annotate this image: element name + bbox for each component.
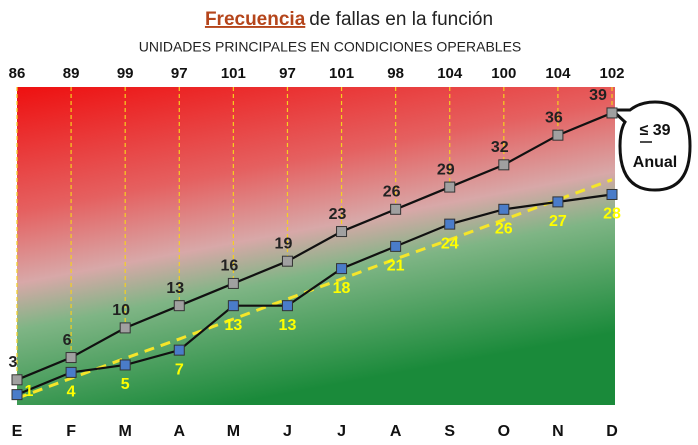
point-marker (227, 277, 239, 289)
data-label: 13 (279, 317, 297, 334)
x-tick-label: M (119, 423, 132, 440)
data-label: 6 (63, 332, 72, 349)
point-marker (498, 159, 510, 171)
trend-line (16, 178, 613, 400)
unit-label: 98 (387, 65, 404, 82)
point-marker (173, 344, 185, 356)
point-marker (281, 300, 293, 312)
point-marker (119, 359, 131, 371)
unit-label: 97 (171, 65, 188, 82)
data-label: 13 (166, 280, 184, 297)
data-label: 39 (589, 87, 607, 104)
point-marker (336, 226, 348, 238)
data-label: 13 (224, 317, 242, 334)
unit-label: 99 (117, 65, 134, 82)
data-label: 26 (495, 221, 513, 238)
title-emphasis: Frecuencia (205, 9, 306, 30)
data-label: 27 (549, 213, 567, 230)
point-marker (119, 322, 131, 334)
data-label: 3 (9, 354, 18, 371)
point-marker (390, 203, 402, 215)
point-marker (281, 255, 293, 267)
data-label: 32 (491, 139, 509, 156)
data-label: 7 (175, 361, 184, 378)
annotation-symbol: ≤ 39 (639, 122, 670, 139)
chart-subtitle: UNIDADES PRINCIPALES EN CONDICIONES OPER… (139, 39, 522, 55)
x-tick-label: F (66, 423, 76, 440)
data-label: 29 (437, 161, 455, 178)
data-label: 10 (112, 302, 130, 319)
unit-label: 102 (599, 65, 624, 82)
data-label: 36 (545, 109, 563, 126)
x-tick-label: S (444, 423, 455, 440)
data-label: 1 (25, 383, 34, 400)
point-marker (390, 240, 402, 252)
unit-label: 100 (491, 65, 516, 82)
point-marker (11, 389, 23, 401)
point-marker (65, 366, 77, 378)
data-label: 16 (220, 258, 238, 275)
unit-label: 104 (545, 65, 571, 82)
data-label: 24 (441, 235, 459, 252)
x-tick-label: O (498, 423, 510, 440)
chart-title: Frecuencia de fallas en la función (205, 9, 493, 30)
x-tick-label: E (12, 423, 23, 440)
x-tick-label: A (390, 423, 402, 440)
point-marker (336, 263, 348, 275)
point-marker (552, 196, 564, 208)
title-text: de fallas en la función (309, 9, 493, 30)
data-label: 4 (67, 384, 76, 401)
point-marker (606, 107, 618, 119)
point-marker (227, 300, 239, 312)
series-line (16, 111, 613, 381)
point-marker (552, 129, 564, 141)
unit-label: 89 (63, 65, 80, 82)
point-marker (65, 352, 77, 364)
data-label: 28 (603, 206, 621, 223)
point-marker (11, 374, 23, 386)
x-tick-label: J (337, 423, 346, 440)
point-marker (444, 181, 456, 193)
point-marker (444, 218, 456, 230)
point-marker (606, 188, 618, 200)
unit-label: 101 (329, 65, 354, 82)
x-tick-label: N (552, 423, 564, 440)
data-label: 18 (333, 280, 351, 297)
unit-label: 104 (437, 65, 463, 82)
unit-label: 86 (9, 65, 26, 82)
point-marker (498, 203, 510, 215)
point-marker (173, 300, 185, 312)
data-label: 5 (121, 376, 130, 393)
series-line (16, 193, 613, 396)
unit-label: 97 (279, 65, 296, 82)
x-tick-label: M (227, 423, 240, 440)
data-label: 19 (275, 235, 293, 252)
x-tick-label: A (173, 423, 185, 440)
data-label: 21 (387, 258, 405, 275)
unit-label: 101 (221, 65, 246, 82)
x-tick-label: J (283, 423, 292, 440)
data-label: 26 (383, 184, 401, 201)
x-tick-label: D (606, 423, 618, 440)
annotation-callout (608, 100, 692, 192)
data-label: 23 (329, 206, 347, 223)
annotation-label: Anual (633, 154, 677, 171)
